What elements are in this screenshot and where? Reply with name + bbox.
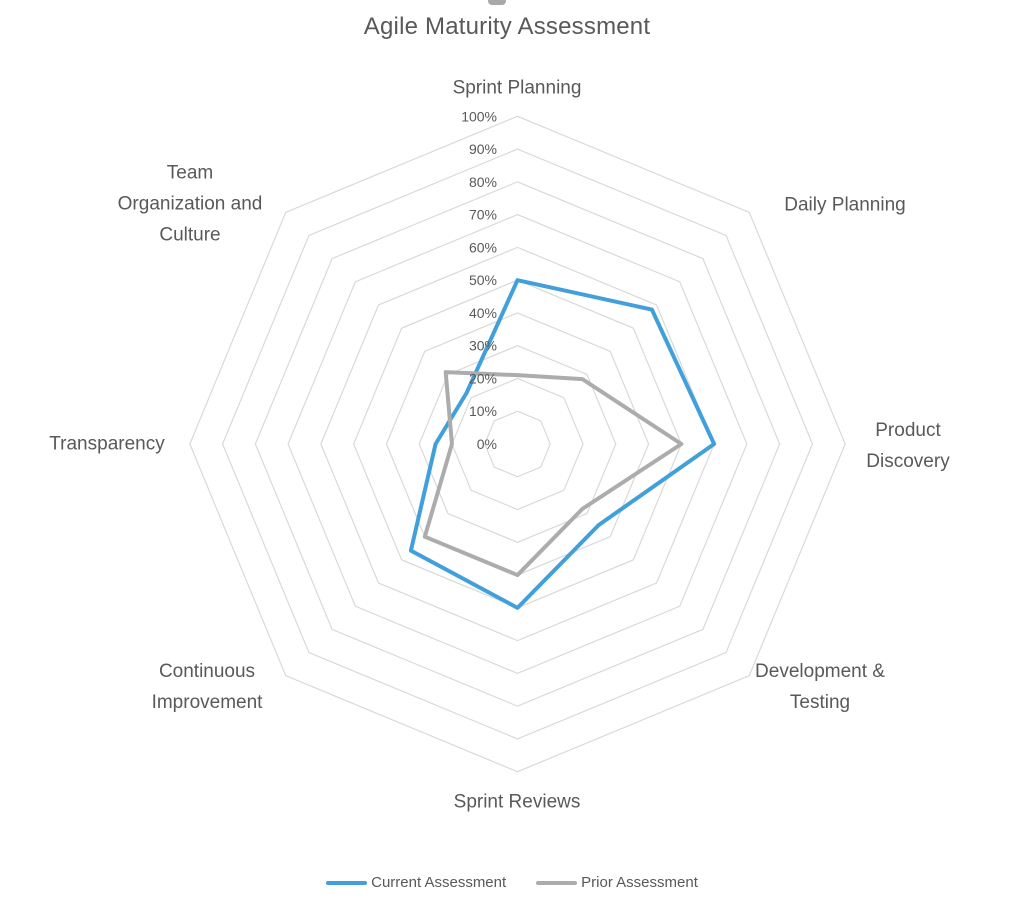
grid-ring-70pct — [287, 213, 748, 675]
grid-ring-60pct — [320, 246, 715, 642]
grid-ring-90pct — [221, 148, 814, 740]
tick-label-60pct: 60% — [469, 239, 497, 255]
tick-label-30pct: 30% — [469, 338, 497, 354]
radial-axis-tick-labels: 0% 10% 20% 30% 40% 50% 60% 70% 80% 90% 100% — [461, 108, 497, 452]
tick-label-50pct: 50% — [469, 272, 497, 288]
series-polygon-prior-assessment[interactable] — [422, 370, 684, 578]
gridlines — [189, 115, 846, 773]
tick-label-40pct: 40% — [469, 305, 497, 321]
legend-item-current-assessment[interactable]: Current Assessment — [326, 874, 506, 891]
legend-label-prior-assessment: Prior Assessment — [581, 874, 698, 891]
legend-item-prior-assessment[interactable]: Prior Assessment — [536, 874, 698, 891]
grid-ring-20pct — [451, 377, 584, 511]
tick-label-0pct: 0% — [477, 436, 497, 452]
tick-label-90pct: 90% — [469, 141, 497, 157]
legend-label-current-assessment: Current Assessment — [371, 874, 507, 891]
tick-label-70pct: 70% — [469, 207, 497, 223]
cropped-ui-artifact — [488, 0, 506, 5]
legend: Current Assessment Prior Assessment — [0, 874, 1024, 891]
grid-ring-50pct — [353, 279, 682, 609]
grid-ring-100pct — [189, 115, 846, 773]
grid-ring-10pct — [484, 410, 551, 478]
series-polygon-current-assessment[interactable] — [408, 278, 717, 610]
tick-label-80pct: 80% — [469, 174, 497, 190]
grid-ring-80pct — [254, 181, 781, 707]
legend-swatch-prior-assessment — [536, 880, 578, 885]
grid-ring-30pct — [418, 345, 617, 543]
tick-label-100pct: 100% — [461, 108, 497, 124]
chart-title: Agile Maturity Assessment — [363, 13, 651, 40]
tick-label-10pct: 10% — [469, 403, 497, 419]
tick-label-20pct: 20% — [469, 371, 497, 387]
series-group — [408, 278, 717, 610]
legend-swatch-current-assessment — [326, 880, 368, 885]
